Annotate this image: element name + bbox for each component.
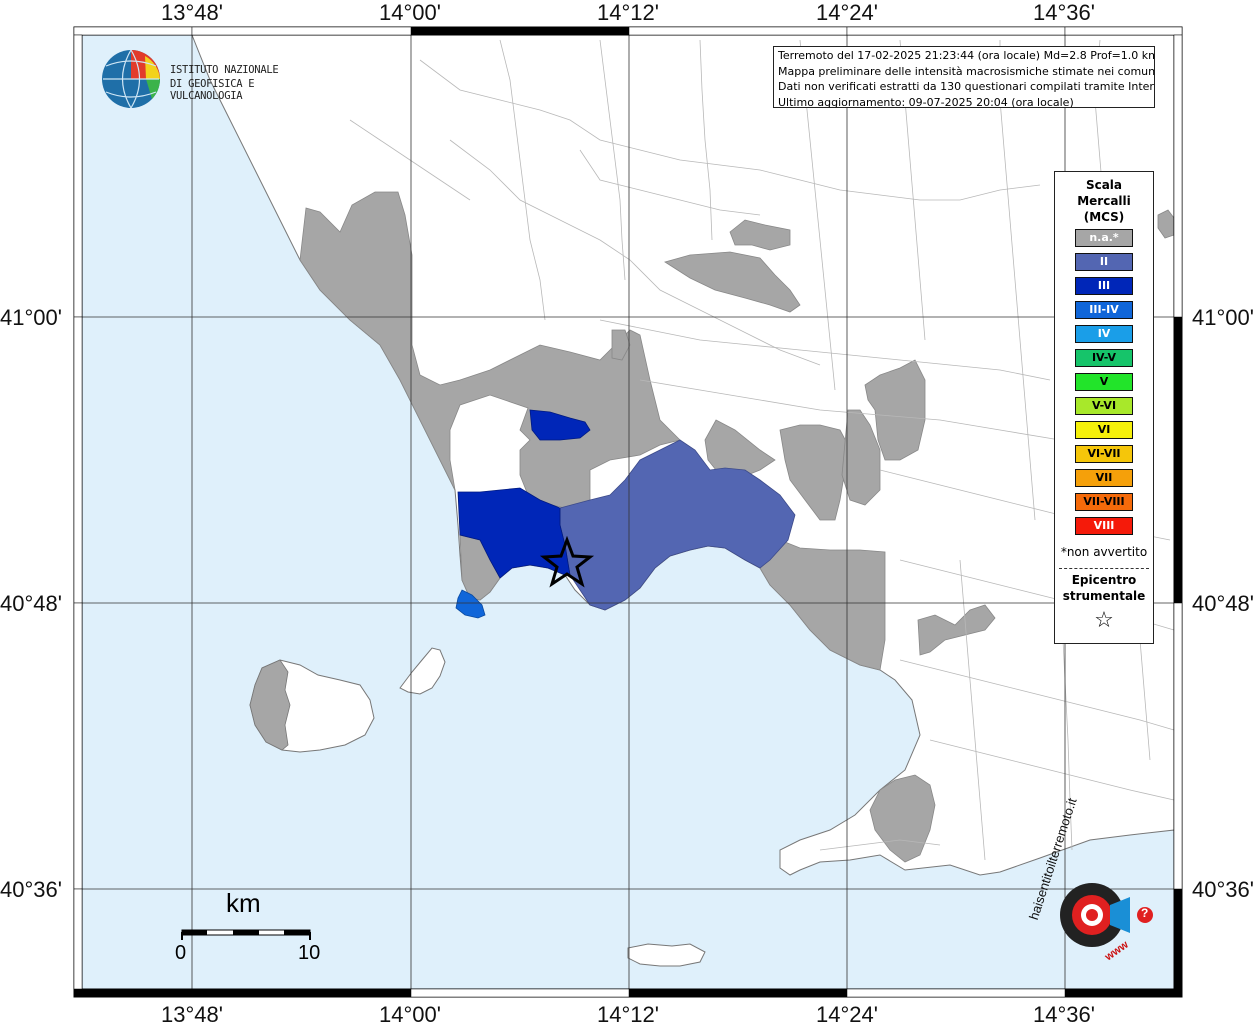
lon-tick-bottom-1: 13°48' — [161, 1002, 223, 1027]
legend-class-vi-vii: VI-VII — [1075, 445, 1133, 463]
ingv-globe-icon — [102, 49, 160, 109]
legend-epicenter-line1: Epicentro — [1071, 573, 1137, 587]
hsl-question: ? — [1141, 906, 1149, 920]
lon-tick-top-3: 14°12' — [597, 0, 659, 25]
legend-class-viii: VIII — [1075, 517, 1133, 535]
ischia-grey-area — [249, 659, 291, 751]
lat-tick-left-3: 40°36' — [0, 877, 62, 902]
event-info-line2: Mappa preliminare delle intensità macros… — [778, 64, 1155, 78]
lat-tick-left-1: 41°00' — [0, 305, 62, 330]
scale-unit: km — [226, 888, 261, 918]
ingv-name-line1: ISTITUTO NAZIONALE — [170, 64, 279, 76]
lon-tick-top-5: 14°36' — [1033, 0, 1095, 25]
event-info-line3: Dati non verificati estratti da 130 ques… — [778, 80, 1155, 93]
legend-class-vi: VI — [1075, 421, 1133, 439]
legend-class-v-vi: V-VI — [1075, 397, 1133, 415]
lat-tick-right-3: 40°36' — [1192, 877, 1254, 902]
legend-title-line3: (MCS) — [1083, 210, 1125, 224]
legend-epicenter-title: Epicentro strumentale — [1055, 572, 1153, 604]
intensity-II-area — [559, 439, 796, 611]
legend-class-ii: II — [1075, 253, 1133, 271]
scale-max-label: 10 — [298, 942, 321, 964]
legend-class-iii-iv: III-IV — [1075, 301, 1133, 319]
event-info-box: Terremoto del 17-02-2025 21:23:44 (ora l… — [773, 46, 1155, 108]
lon-tick-bottom-2: 14°00' — [379, 1002, 441, 1027]
hsl-target-icon — [1060, 883, 1153, 947]
ingv-logo: ISTITUTO NAZIONALE DI GEOFISICA E VULCAN… — [100, 48, 320, 110]
legend-class-vii-viii: VII-VIII — [1075, 493, 1133, 511]
scale-min-label: 0 — [175, 942, 187, 964]
lat-tick-right-1: 41°00' — [1192, 305, 1254, 330]
legend-class-na: n.a.* — [1075, 229, 1133, 247]
legend-class-iii: III — [1075, 277, 1133, 295]
graticule — [82, 35, 1174, 989]
legend-class-v: V — [1075, 373, 1133, 391]
lon-tick-top-1: 13°48' — [161, 0, 223, 25]
lon-tick-top-4: 14°24' — [816, 0, 878, 25]
ingv-name-line2: DI GEOFISICA E VULCANOLOGIA — [170, 78, 255, 102]
legend-class-iv: IV — [1075, 325, 1133, 343]
capri-island — [627, 943, 706, 967]
lon-tick-bottom-4: 14°24' — [816, 1002, 878, 1027]
epicenter-star — [539, 535, 595, 588]
legend-class-iv-v: IV-V — [1075, 349, 1133, 367]
map-frame — [73, 26, 1183, 998]
event-info-line1: Terremoto del 17-02-2025 21:23:44 (ora l… — [778, 49, 1155, 62]
legend-title-line1: Scala — [1085, 178, 1123, 192]
legend-class-vii: VII — [1075, 469, 1133, 487]
legend-star-icon: ☆ — [1094, 608, 1114, 633]
lat-tick-right-2: 40°48' — [1192, 591, 1254, 616]
intensity-III-IV-area — [455, 589, 486, 619]
legend-separator — [1059, 568, 1149, 569]
hsl-logo: haisentitoilterremoto.it www ? — [1026, 796, 1160, 975]
intensity-III-area-north — [529, 409, 591, 441]
legend-title-line2: Mercalli — [1077, 194, 1131, 208]
lon-tick-bottom-3: 14°12' — [597, 1002, 659, 1027]
scale-bar-graphic — [181, 929, 311, 940]
lon-tick-top-2: 14°00' — [379, 0, 441, 25]
scale-bar: km 0 10 — [170, 888, 330, 978]
legend-title: Scala Mercalli (MCS) — [1055, 177, 1153, 225]
intensity-legend: Scala Mercalli (MCS) n.a.* II III III-IV IV I… — [1054, 171, 1154, 644]
legend-not-felt-note: *non avvertito — [1060, 545, 1148, 559]
legend-epicenter-line2: strumentale — [1062, 589, 1146, 603]
lon-tick-bottom-5: 14°36' — [1033, 1002, 1095, 1027]
lat-tick-left-2: 40°48' — [0, 591, 62, 616]
event-info-line4: Ultimo aggiornamento: 09-07-2025 20:04 (… — [778, 95, 1074, 108]
